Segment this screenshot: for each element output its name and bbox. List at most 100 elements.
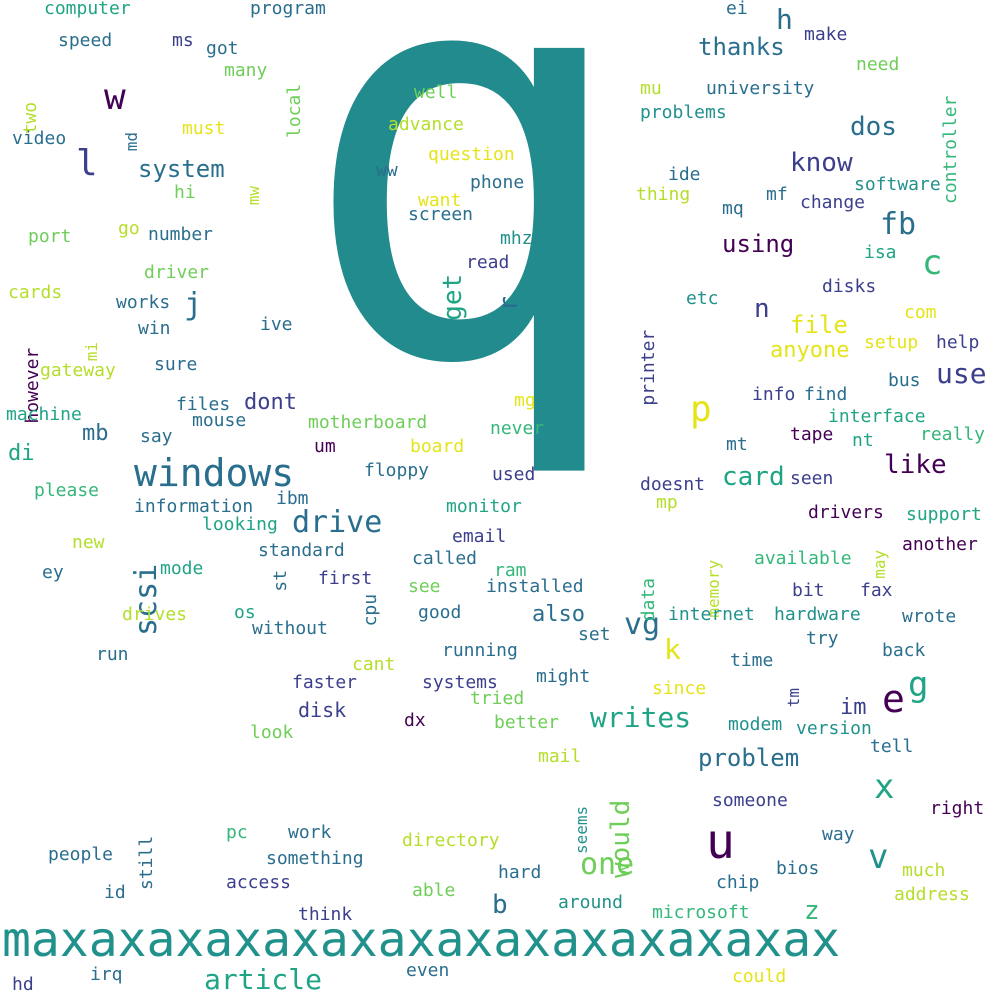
word-disk: disk: [298, 698, 347, 722]
word-much: much: [902, 860, 946, 881]
word-board: board: [410, 436, 465, 457]
word-floppy: floppy: [364, 460, 430, 481]
word-works: works: [116, 292, 171, 313]
word-w: w: [104, 77, 126, 118]
word-phone: phone: [470, 172, 525, 193]
word-driver: driver: [144, 262, 210, 283]
word-tell: tell: [870, 736, 914, 757]
word-mail: mail: [538, 746, 582, 767]
word-see: see: [408, 576, 441, 597]
word-g: g: [908, 665, 929, 705]
word-right: right: [930, 798, 985, 819]
word-pc: pc: [226, 822, 248, 843]
word-also: also: [532, 602, 585, 627]
word-question: question: [428, 144, 515, 165]
word-support: support: [906, 504, 982, 525]
word-university: university: [706, 78, 815, 99]
word-um: um: [314, 436, 336, 457]
word-good: good: [418, 602, 462, 623]
word-able: able: [412, 880, 456, 901]
word-help: help: [936, 332, 980, 353]
word-mode: mode: [160, 558, 204, 579]
word-know: know: [790, 148, 853, 178]
word-l: l: [76, 143, 98, 184]
word-port: port: [28, 226, 72, 247]
word-scsi: scsi: [129, 563, 164, 636]
word-may: may: [870, 549, 889, 579]
word-dont: dont: [244, 390, 297, 415]
word-gateway: gateway: [40, 360, 116, 381]
word-well: well: [414, 82, 458, 103]
word-access: access: [226, 872, 292, 893]
word-q: q: [296, 0, 634, 486]
word-version: version: [796, 718, 872, 739]
word-problem: problem: [698, 744, 800, 772]
word-etc: etc: [686, 288, 719, 309]
word-cards: cards: [8, 282, 63, 303]
word-writes: writes: [590, 701, 692, 734]
word-look: look: [250, 722, 294, 743]
word-win: win: [138, 318, 171, 339]
word-os: os: [234, 602, 256, 623]
word-mp: mp: [656, 492, 678, 513]
word-never: never: [490, 418, 545, 439]
word-article: article: [204, 963, 323, 996]
word-tried: tried: [470, 688, 525, 709]
word-info: info: [752, 384, 796, 405]
word-r: r: [494, 295, 524, 312]
word-need: need: [856, 54, 900, 75]
word-disks: disks: [822, 276, 877, 297]
word-set: set: [578, 624, 611, 645]
word-work: work: [288, 822, 332, 843]
word-z: z: [804, 896, 820, 926]
word-try: try: [806, 628, 839, 649]
word-wrote: wrote: [902, 606, 957, 627]
word-chip: chip: [716, 872, 760, 893]
word-drives: drives: [122, 604, 188, 625]
word-think: think: [298, 904, 353, 925]
word-n: n: [754, 294, 770, 324]
word-since: since: [652, 678, 707, 699]
word-video: video: [12, 128, 67, 149]
word-fb: fb: [880, 207, 917, 242]
word-better: better: [494, 712, 560, 733]
word-mw: mw: [244, 185, 263, 206]
word-program: program: [250, 0, 326, 19]
word-use: use: [936, 357, 987, 390]
word-c: c: [922, 243, 943, 283]
word-mg: mg: [514, 390, 536, 411]
word-email: email: [452, 526, 507, 547]
word-change: change: [800, 192, 866, 213]
word-e: e: [882, 677, 905, 721]
word-hi: hi: [174, 182, 196, 203]
word-cant: cant: [352, 654, 396, 675]
word-make: make: [804, 24, 848, 45]
word-bus: bus: [888, 370, 921, 391]
word-com: com: [904, 302, 937, 323]
word-vg: vg: [624, 607, 661, 642]
word-say: say: [140, 426, 173, 447]
word-k: k: [664, 633, 681, 666]
word-run: run: [96, 644, 129, 665]
word-number: number: [148, 224, 214, 245]
word-j: j: [184, 287, 203, 322]
word-hd: hd: [12, 974, 34, 995]
word-looking: looking: [202, 514, 278, 535]
word-available: available: [754, 548, 852, 569]
word-file: file: [790, 311, 848, 339]
word-motherboard: motherboard: [308, 412, 428, 433]
word-monitor: monitor: [446, 496, 522, 517]
word-fax: fax: [860, 580, 893, 601]
word-could: could: [732, 966, 787, 987]
word-many: many: [224, 60, 268, 81]
word-interface: interface: [828, 406, 926, 427]
word-mf: mf: [766, 184, 788, 205]
word-speed: speed: [58, 30, 113, 51]
word-would: would: [606, 799, 636, 878]
word-way: way: [822, 824, 855, 845]
word-ide: ide: [668, 164, 701, 185]
word-mouse: mouse: [192, 410, 247, 431]
word-find: find: [804, 384, 848, 405]
word-like: like: [884, 450, 947, 480]
word-dos: dos: [850, 112, 897, 142]
